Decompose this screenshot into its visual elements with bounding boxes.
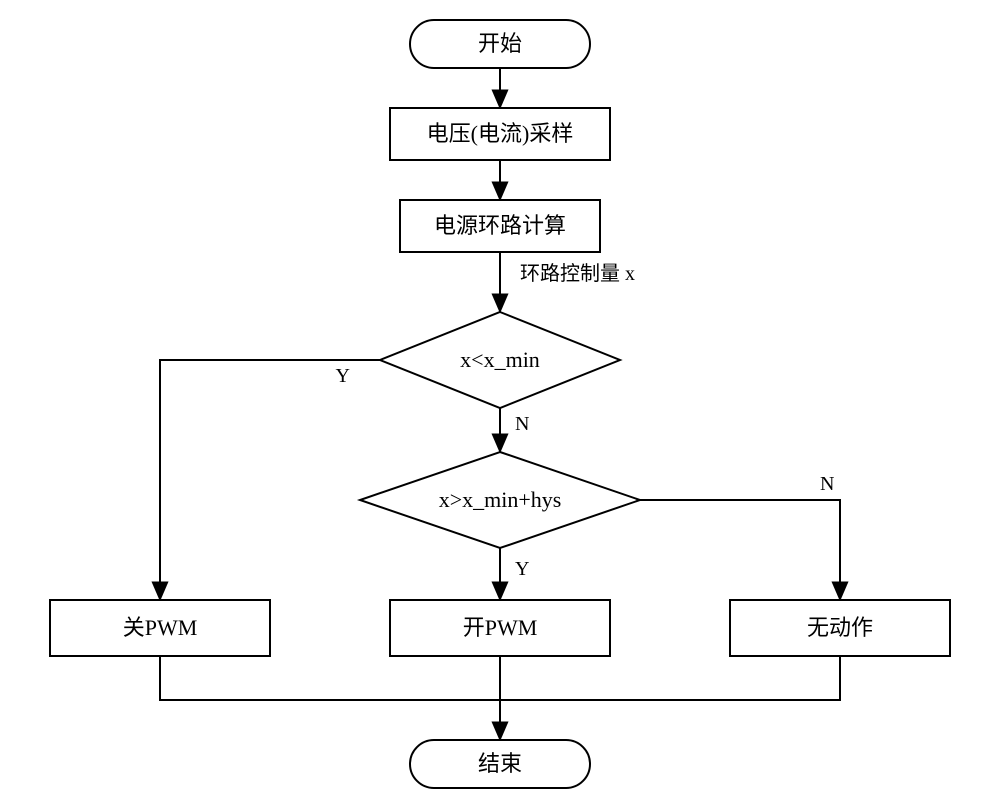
node-start-label: 开始 (478, 31, 522, 56)
node-loop: 电源环路计算 (400, 200, 600, 252)
node-end-label: 结束 (478, 751, 522, 776)
node-off: 关PWM (50, 600, 270, 656)
edge-label-d1-n: N (515, 413, 529, 435)
node-noop-label: 无动作 (807, 615, 873, 640)
edge-label-d1-y: Y (336, 365, 350, 387)
edge-d1-off (160, 360, 380, 600)
edge-label-d2-n: N (820, 473, 834, 495)
edge-noop-merge (500, 656, 840, 700)
node-off-label: 关PWM (123, 615, 198, 640)
node-d2-label: x>x_min+hys (439, 487, 562, 512)
edge-label-loopvar: 环路控制量 x (520, 262, 635, 285)
node-noop: 无动作 (730, 600, 950, 656)
node-d1-label: x<x_min (460, 347, 540, 372)
node-loop-label: 电源环路计算 (434, 213, 566, 238)
node-sample: 电压(电流)采样 (390, 108, 610, 160)
node-d2: x>x_min+hys (360, 452, 640, 548)
node-on: 开PWM (390, 600, 610, 656)
edge-label-d2-y: Y (515, 558, 529, 580)
node-start: 开始 (410, 20, 590, 68)
edge-d2-noop (640, 500, 840, 600)
node-d1: x<x_min (380, 312, 620, 408)
node-sample-label: 电压(电流)采样 (427, 121, 574, 146)
node-end: 结束 (410, 740, 590, 788)
node-on-label: 开PWM (463, 615, 538, 640)
edge-off-merge (160, 656, 500, 700)
